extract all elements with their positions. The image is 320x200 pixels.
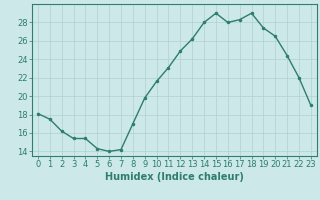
X-axis label: Humidex (Indice chaleur): Humidex (Indice chaleur) bbox=[105, 172, 244, 182]
